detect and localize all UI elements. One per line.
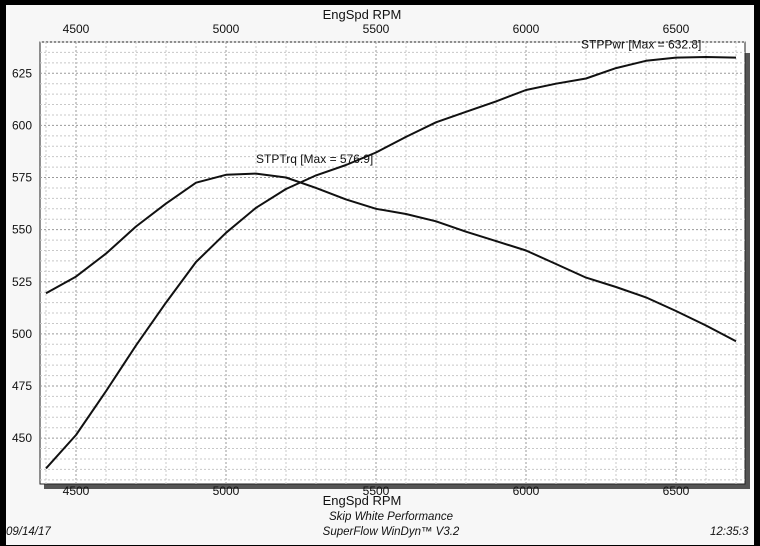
x-tick-label-top: 5000 [213,22,240,36]
y-tick-label: 575 [12,171,32,185]
y-tick-label: 625 [12,66,32,80]
y-tick-label: 525 [12,275,32,289]
footer-time: 12:35:3 [710,526,749,538]
chart-sheet: 4500 4500 5000 5000 5500 5500 6000 6000 6500 6500… [6,5,754,545]
x-tick-label-bottom: 6500 [663,484,690,498]
chart-grid [40,41,745,484]
dyno-chart: 4500 4500 5000 5000 5500 5500 6000 6000 6500 6500… [12,7,750,508]
y-tick-label: 475 [12,379,32,393]
x-tick-label-top: 6000 [513,22,540,36]
y-tick-label: 450 [12,431,32,445]
y-tick-label: 600 [12,118,32,132]
x-tick-label-top: 6500 [663,22,690,36]
x-axis-title-top: EngSpd RPM [323,7,402,22]
footer-company: Skip White Performance [329,511,453,523]
plot-area [39,41,746,485]
y-tick-label: 550 [12,223,32,237]
x-axis-title-bottom: EngSpd RPM [323,493,402,508]
x-tick-label-bottom: 4500 [63,484,90,498]
x-tick-label-top: 4500 [63,22,90,36]
x-tick-label-bottom: 6000 [513,484,540,498]
y-tick-label: 500 [12,327,32,341]
power-max-annotation: STPPwr [Max = 632.8] [581,38,701,52]
x-tick-label-top: 5500 [363,22,390,36]
footer-software: SuperFlow WinDyn™ V3.2 [322,526,460,538]
stppwr-line [45,56,737,470]
x-tick-label-bottom: 5000 [213,484,240,498]
footer-date: 09/14/17 [6,526,51,538]
torque-max-annotation: STPTrq [Max = 576.9] [256,152,373,166]
stptrq-line [45,172,737,343]
x-tick-label-bottom: 5500 [363,484,390,498]
